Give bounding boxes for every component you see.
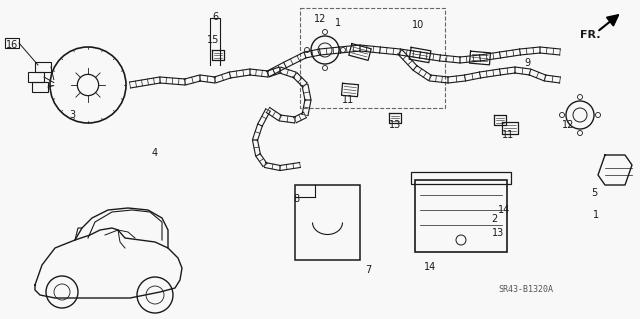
Text: 11: 11 [342, 95, 354, 105]
Text: 10: 10 [412, 20, 424, 30]
Text: 1: 1 [593, 210, 599, 220]
Text: 2: 2 [491, 214, 497, 224]
Text: 15: 15 [207, 35, 219, 45]
Bar [32, 82, 48, 92]
Bar [300, 8, 445, 108]
Text: 3: 3 [69, 110, 75, 120]
FancyArrowPatch shape [599, 15, 618, 30]
Bar [28, 72, 44, 82]
Text: 11: 11 [502, 130, 514, 140]
Text: 14: 14 [424, 262, 436, 272]
Text: 12: 12 [314, 14, 326, 24]
Text: 13: 13 [389, 120, 401, 130]
Text: 8: 8 [293, 194, 299, 204]
Text: 9: 9 [524, 58, 530, 68]
Bar [295, 185, 360, 260]
Text: 12: 12 [562, 120, 574, 130]
Text: FR.: FR. [580, 30, 600, 40]
Text: 16: 16 [6, 40, 18, 50]
Text: 6: 6 [212, 12, 218, 22]
Bar [5, 38, 19, 48]
Text: 13: 13 [492, 228, 504, 238]
Text: 14: 14 [498, 205, 510, 215]
Text: SR43-B1320A: SR43-B1320A [498, 285, 553, 294]
Bar [411, 172, 511, 184]
Text: 7: 7 [365, 265, 371, 275]
Bar [35, 62, 51, 72]
Bar [415, 180, 507, 252]
Text: 4: 4 [152, 148, 158, 158]
Text: 1: 1 [335, 18, 341, 28]
Text: 5: 5 [591, 188, 597, 198]
